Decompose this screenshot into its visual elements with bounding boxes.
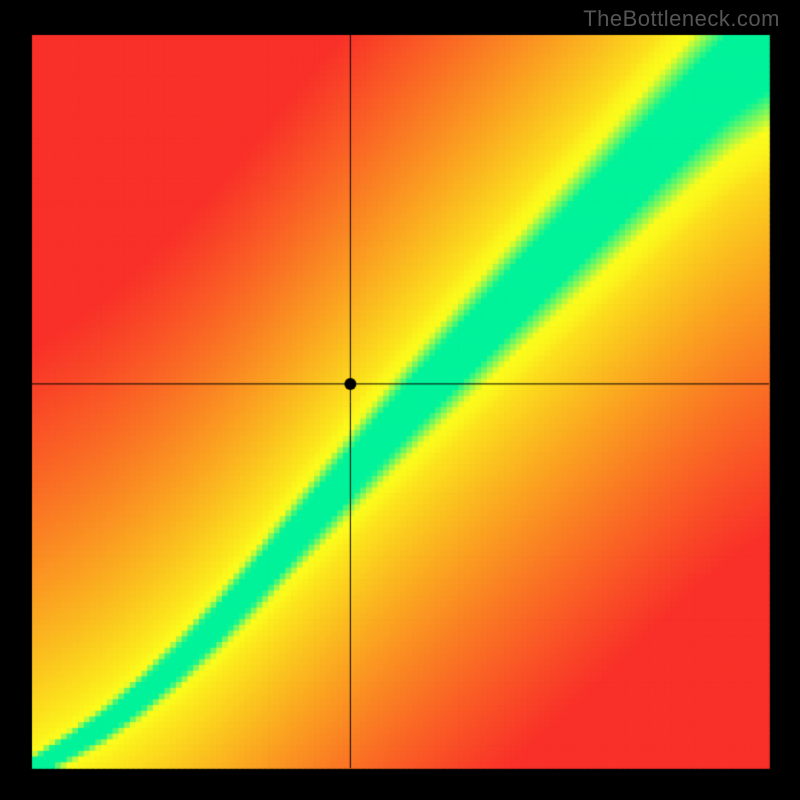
bottleneck-heatmap [0,0,800,800]
watermark-text: TheBottleneck.com [583,6,780,32]
